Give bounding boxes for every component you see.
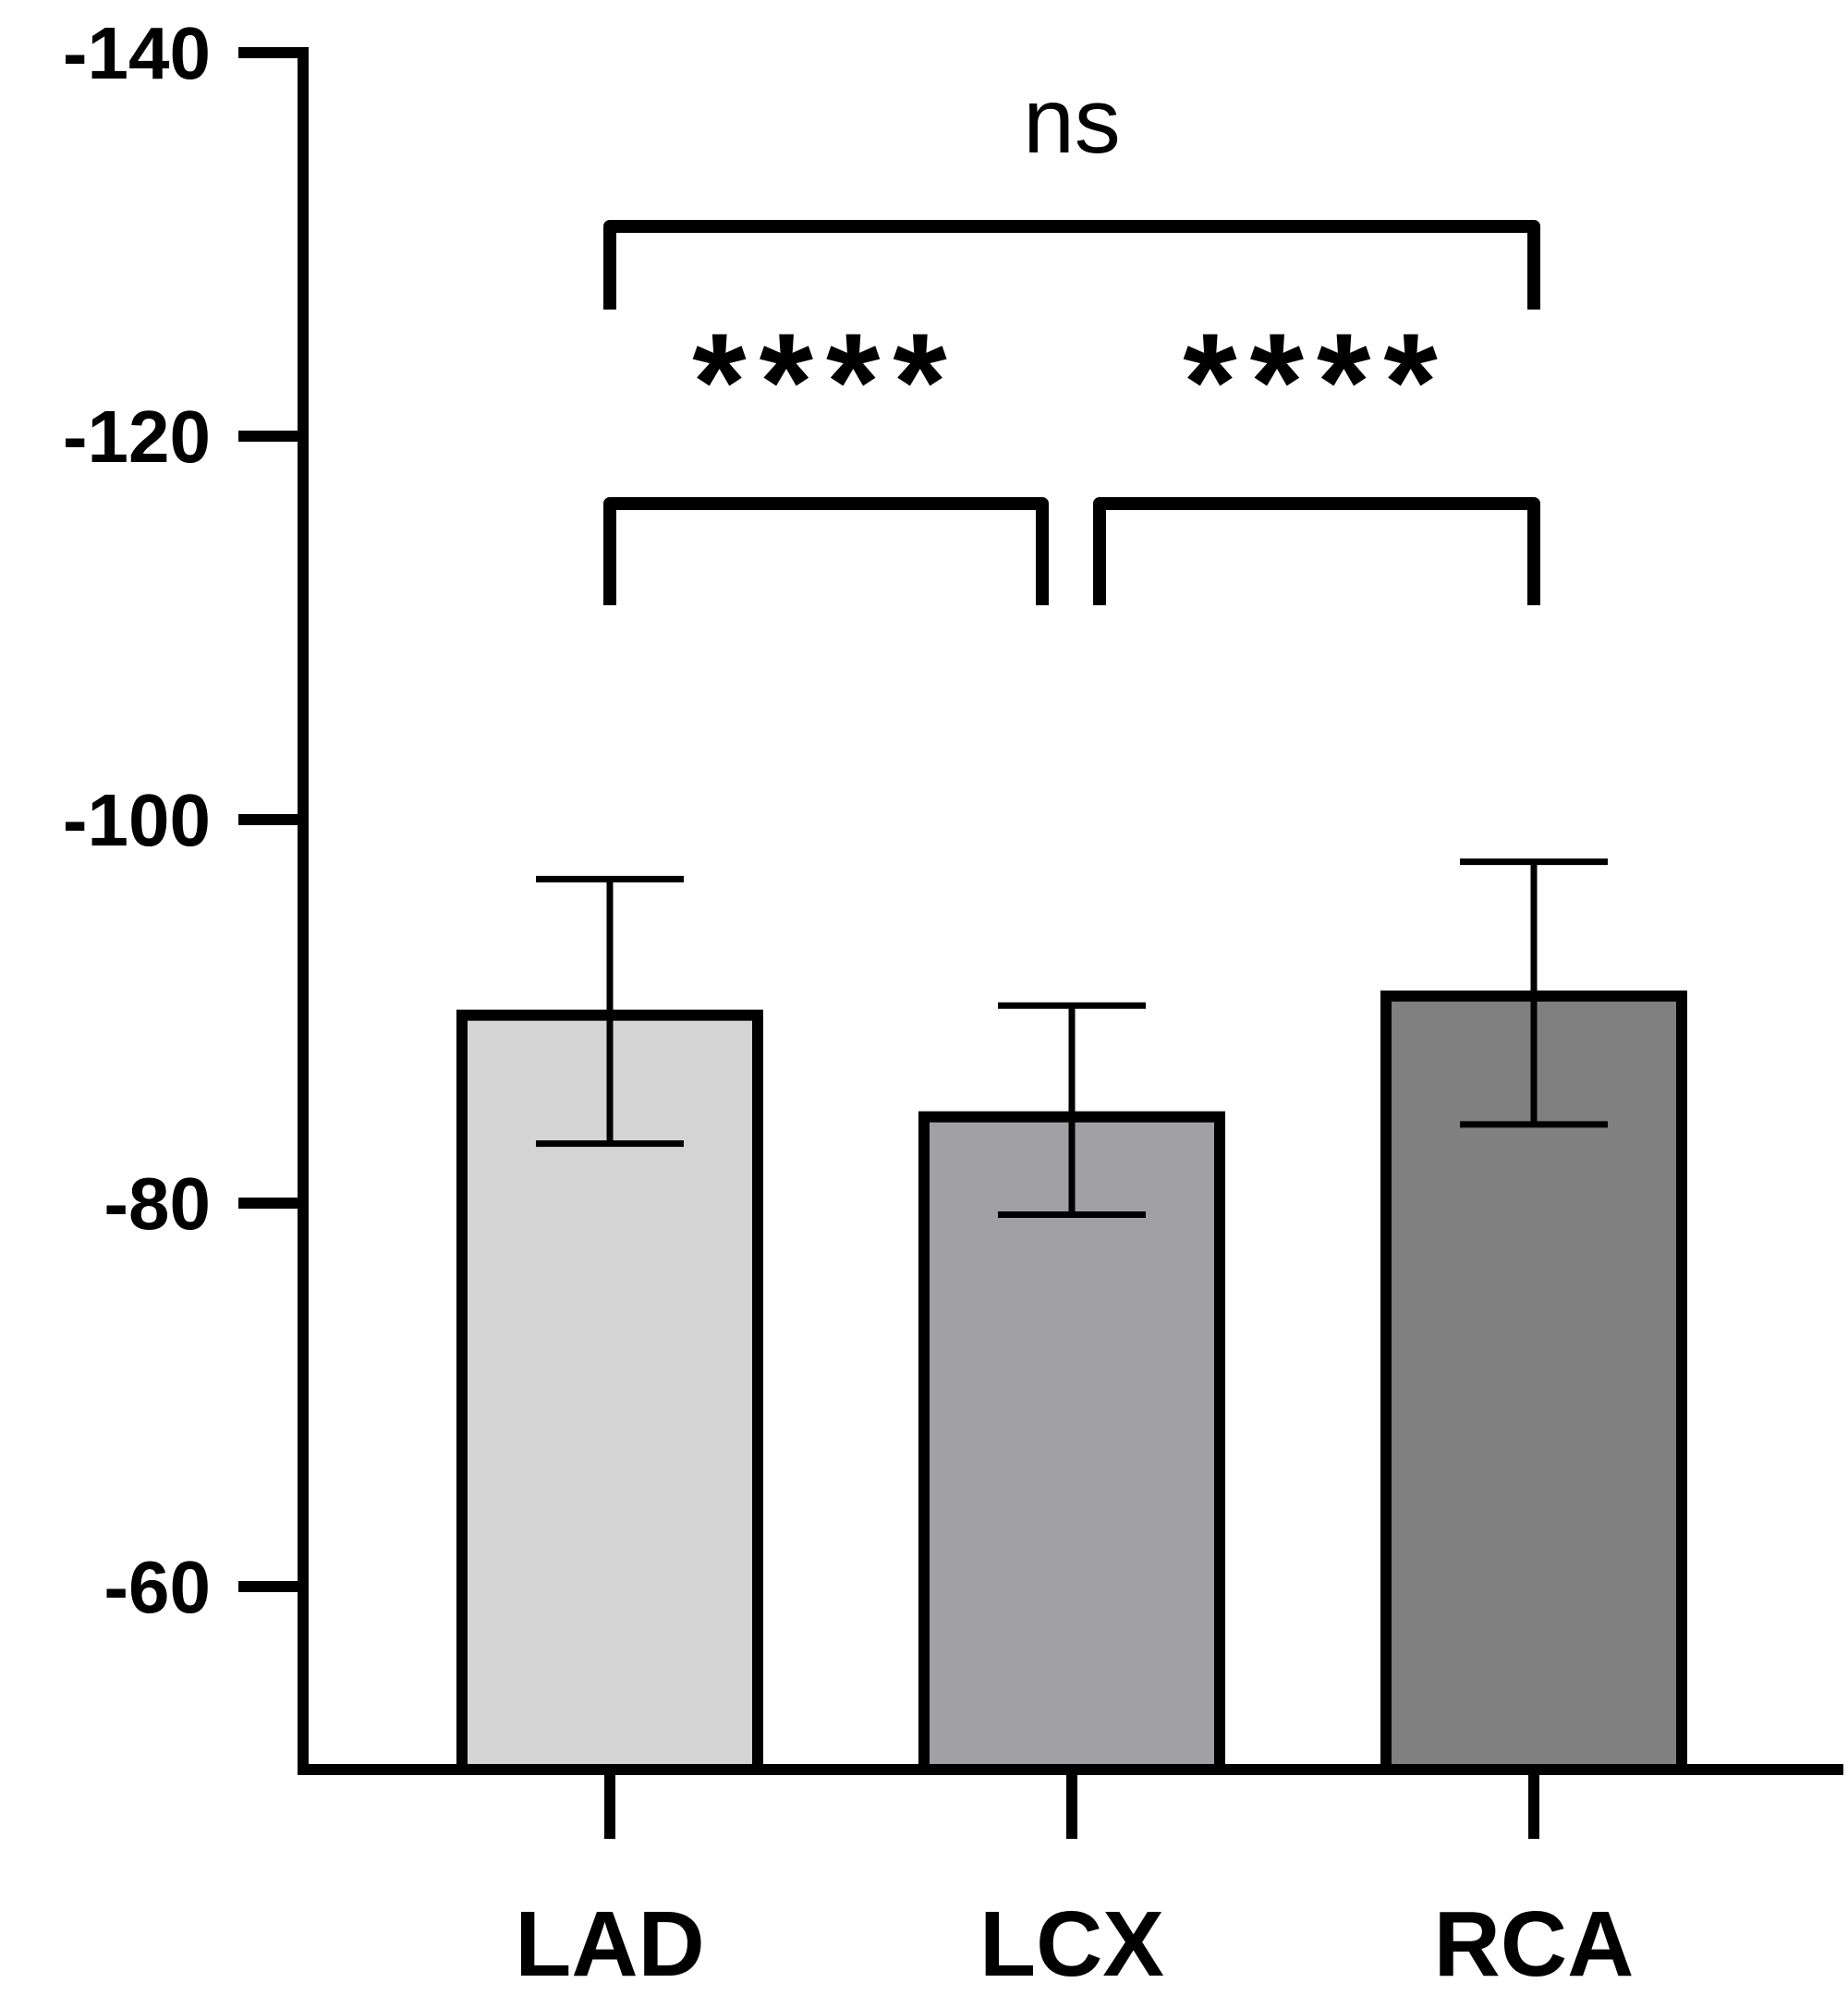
y-tick-label: -140 <box>63 12 211 94</box>
error-bar-lad <box>536 875 684 1148</box>
x-tick-label: RCA <box>1434 1892 1635 1995</box>
y-tick-label: -100 <box>63 779 211 861</box>
y-tick-label: -120 <box>63 395 211 478</box>
error-bar-lcx <box>998 1002 1146 1218</box>
significance-bracket: **** <box>1093 304 1540 605</box>
error-bars-layer <box>536 858 1608 1218</box>
x-tick-label: LAD <box>515 1892 705 1995</box>
significance-label: **** <box>1183 304 1451 459</box>
axes-layer: -60 -80 -100 -120 -140 LAD LCX RCA <box>63 12 1843 1995</box>
significance-layer: **** **** ns <box>603 69 1540 605</box>
bar-lcx <box>918 1111 1225 1775</box>
error-bar-rca <box>1460 858 1608 1128</box>
significance-label: ns <box>1023 69 1121 173</box>
significance-bracket: **** <box>603 304 1049 605</box>
x-tick-label: LCX <box>979 1892 1164 1995</box>
significance-bracket: ns <box>603 69 1540 310</box>
significance-label: **** <box>692 304 960 459</box>
y-tick-label: -80 <box>103 1162 211 1245</box>
y-tick-label: -60 <box>103 1546 211 1628</box>
